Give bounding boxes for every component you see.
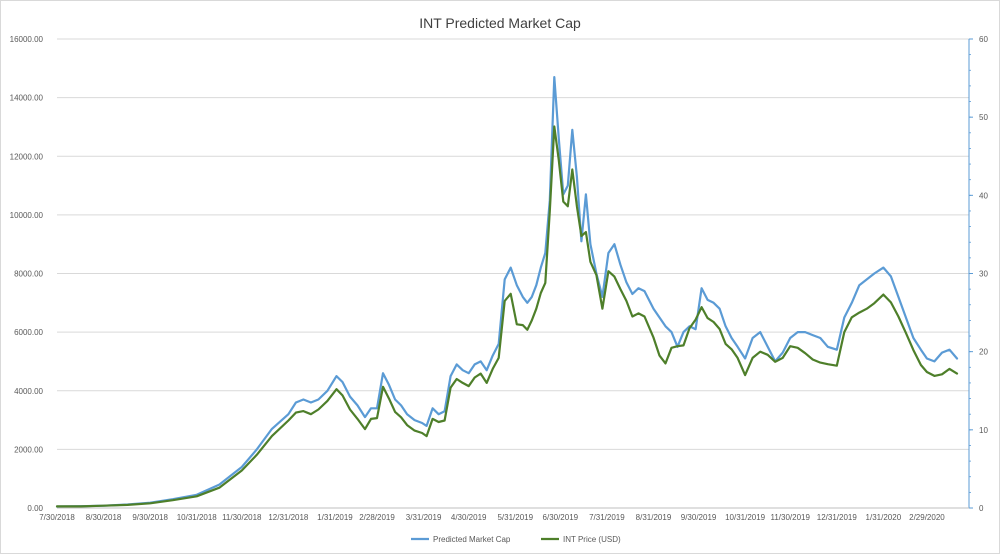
x-tick-label: 11/30/2018 (222, 513, 262, 522)
y-right-tick-label: 30 (979, 270, 988, 279)
y-right-tick-label: 10 (979, 426, 988, 435)
y-left-tick-label: 12000.00 (10, 152, 44, 161)
x-tick-label: 6/30/2019 (543, 513, 579, 522)
x-tick-label: 10/31/2019 (725, 513, 766, 522)
y-left-tick-label: 0.00 (27, 504, 43, 513)
y-left-tick-label: 4000.00 (14, 387, 43, 396)
x-tick-label: 3/31/2019 (406, 513, 442, 522)
x-tick-label: 5/31/2019 (497, 513, 533, 522)
y-left-tick-label: 16000.00 (10, 35, 44, 44)
series-line-1 (55, 125, 959, 508)
x-tick-label: 2/28/2019 (359, 513, 395, 522)
y-right-tick-label: 60 (979, 35, 988, 44)
x-tick-label: 7/30/2018 (39, 513, 75, 522)
x-tick-label: 12/31/2019 (817, 513, 858, 522)
y-right-tick-label: 0 (979, 504, 984, 513)
y-left-tick-label: 10000.00 (10, 211, 44, 220)
x-tick-label: 12/31/2018 (268, 513, 309, 522)
x-tick-label: 1/31/2020 (866, 513, 902, 522)
x-tick-label: 10/31/2018 (177, 513, 218, 522)
y-left-tick-label: 2000.00 (14, 445, 43, 454)
x-tick-label: 7/31/2019 (589, 513, 625, 522)
y-left-tick-label: 14000.00 (10, 94, 44, 103)
x-tick-label: 2/29/2020 (909, 513, 945, 522)
x-tick-label: 9/30/2018 (132, 513, 168, 522)
x-tick-label: 8/30/2018 (86, 513, 122, 522)
y-left-tick-label: 8000.00 (14, 270, 43, 279)
legend-label: Predicted Market Cap (433, 535, 511, 544)
x-tick-label: 9/30/2019 (681, 513, 717, 522)
x-tick-label: 4/30/2019 (451, 513, 487, 522)
chart-title: INT Predicted Market Cap (419, 15, 581, 31)
x-tick-label: 11/30/2019 (770, 513, 810, 522)
x-tick-label: 1/31/2019 (317, 513, 353, 522)
series-line-0 (55, 75, 959, 508)
y-left-tick-label: 6000.00 (14, 328, 43, 337)
legend-label: INT Price (USD) (563, 535, 621, 544)
y-right-tick-label: 40 (979, 191, 988, 200)
y-right-tick-label: 20 (979, 348, 988, 357)
x-tick-label: 8/31/2019 (636, 513, 672, 522)
y-right-tick-label: 50 (979, 113, 988, 122)
